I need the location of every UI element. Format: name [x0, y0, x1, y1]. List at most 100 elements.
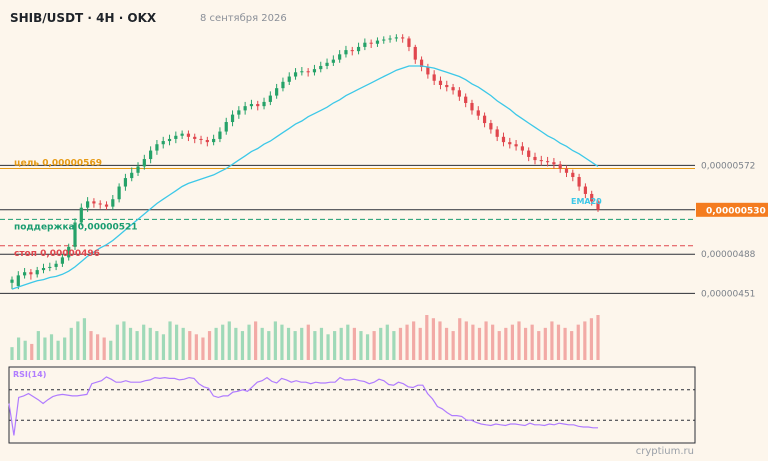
candle-body — [186, 133, 191, 137]
volume-bar — [570, 331, 574, 360]
volume-bar — [510, 324, 515, 360]
volume-bar — [214, 327, 218, 360]
volume-bar — [319, 327, 324, 360]
volume-bar — [306, 324, 310, 360]
candle-body — [445, 85, 449, 88]
volume-bar — [550, 321, 554, 360]
candle-body — [218, 131, 222, 139]
candle-body — [426, 67, 430, 75]
volume-bar — [240, 331, 245, 360]
volume-bar — [23, 340, 27, 360]
volume-bar — [267, 331, 271, 360]
candle-body — [262, 101, 266, 107]
volume-bar — [438, 321, 442, 360]
candle-body — [142, 159, 146, 167]
volume-bar — [142, 324, 146, 360]
candle-body — [407, 38, 411, 47]
volume-bar — [221, 324, 225, 360]
current-price-badge — [696, 202, 768, 217]
candle-body — [199, 138, 203, 140]
candle-body — [527, 150, 531, 157]
candle-body — [300, 71, 304, 73]
candle-body — [60, 257, 65, 264]
price-axis-label: 0,00000488 — [701, 250, 756, 260]
volume-bar — [273, 321, 277, 360]
candle-body — [457, 90, 461, 97]
volume-bar — [135, 331, 139, 360]
volume-bar — [589, 318, 594, 360]
candle-body — [167, 138, 172, 142]
volume-bar — [543, 327, 547, 360]
candle-body — [243, 106, 247, 111]
volume-bar — [346, 324, 350, 360]
candle-body — [10, 279, 14, 283]
candle-body — [451, 87, 455, 91]
price-axis-label: 0,00000572 — [701, 161, 755, 171]
volume-bar — [464, 321, 468, 360]
candle-body — [350, 50, 354, 52]
volume-bar — [379, 327, 383, 360]
candle-body — [275, 88, 279, 96]
candle-body — [382, 39, 386, 41]
candle-body — [331, 59, 335, 63]
rsi-panel-frame — [8, 366, 696, 444]
volume-bar — [122, 321, 126, 360]
volume-bar — [339, 327, 343, 360]
volume-bar — [444, 327, 449, 360]
candle-body — [35, 270, 39, 275]
candle-body — [577, 177, 581, 187]
volume-bar — [155, 331, 159, 360]
volume-bar — [425, 315, 429, 360]
candle-body — [98, 203, 102, 205]
volume-bar — [484, 321, 488, 360]
volume-bar — [260, 327, 264, 360]
candle-body — [130, 172, 134, 179]
candle-body — [413, 46, 417, 60]
price-axis-label: 0,00000451 — [701, 289, 755, 299]
volume-bar — [405, 324, 409, 360]
volume-bar — [392, 331, 396, 360]
candle-body — [205, 140, 209, 143]
candle-body — [571, 172, 575, 178]
volume-bar — [30, 343, 34, 360]
volume-bar — [234, 327, 238, 360]
candle-body — [375, 40, 380, 44]
volume-bar — [365, 334, 370, 360]
volume-bar — [115, 324, 119, 360]
volume-bar — [583, 321, 587, 360]
candle-body — [136, 166, 140, 173]
support-label: поддержка 0,00000521 — [14, 222, 138, 232]
candle-body — [344, 50, 348, 55]
candle-body — [287, 76, 291, 82]
volume-bar — [418, 327, 422, 360]
volume-bar — [69, 327, 73, 360]
volume-bar — [504, 327, 508, 360]
candle-body — [174, 135, 178, 139]
candle-body — [501, 136, 506, 143]
candle-body — [539, 160, 543, 162]
candle-body — [533, 156, 537, 161]
candle-body — [193, 136, 197, 139]
volume-bar — [175, 324, 179, 360]
candle-body — [489, 123, 493, 130]
candle-body — [401, 37, 405, 39]
chart-title: SHIB/USDT · 4H · OKX — [10, 11, 157, 25]
candle-body — [552, 162, 556, 165]
volume-bar — [477, 327, 482, 360]
volume-bar — [49, 334, 54, 360]
stop-label: стоп 0,00000496 — [14, 249, 100, 259]
current-price-label: 0,00000530 — [706, 206, 766, 216]
volume-bar — [563, 327, 567, 360]
volume-bar — [227, 321, 231, 360]
candle-body — [596, 201, 600, 210]
volume-bar — [471, 324, 475, 360]
candle-body — [312, 69, 317, 73]
volume-bar — [247, 324, 251, 360]
candle-body — [558, 164, 562, 169]
volume-bar — [102, 337, 106, 360]
volume-bar — [181, 327, 185, 360]
candle-body — [432, 74, 436, 81]
volume-bar — [333, 331, 337, 360]
volume-bar — [293, 331, 297, 360]
